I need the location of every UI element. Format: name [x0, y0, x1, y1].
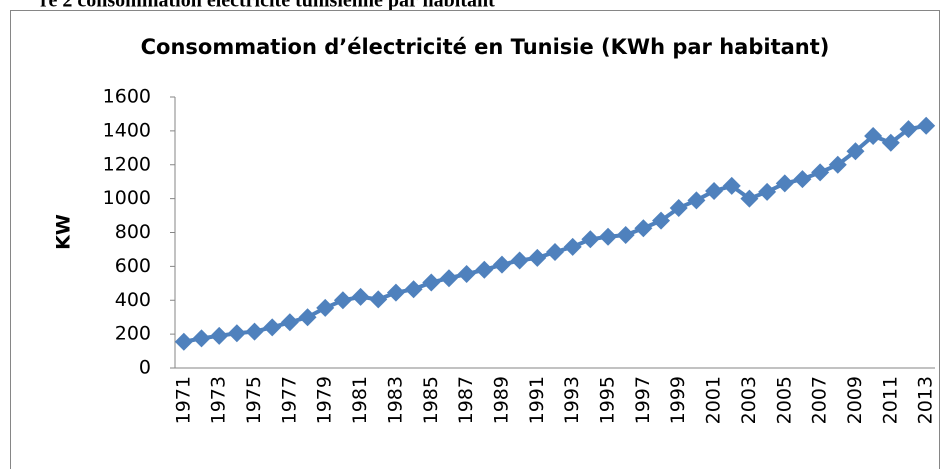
x-tick-label: 2009 [844, 376, 866, 424]
marker [546, 242, 564, 261]
marker [581, 230, 600, 249]
line [183, 123, 927, 344]
x-tick-label: 2011 [879, 376, 901, 424]
y-tick-label: 1400 [103, 119, 151, 141]
marker [245, 322, 264, 341]
marker [775, 174, 794, 193]
marker [386, 283, 405, 302]
x-tick-label: 1999 [667, 376, 689, 424]
x-tick-label: 1989 [490, 376, 512, 424]
marker [528, 248, 547, 267]
x-tick-label: 2001 [703, 376, 725, 424]
marker [758, 182, 777, 201]
x-tick-label: 1987 [455, 376, 477, 424]
chart-frame [10, 10, 940, 469]
marker [740, 189, 759, 208]
marker [439, 269, 458, 288]
marker [351, 287, 370, 306]
x-tick-label: 1975 [243, 376, 265, 424]
chart-title: Consommation d’électricité en Tunisie (K… [141, 35, 830, 59]
x-tick-label: 1983 [384, 376, 406, 424]
x-tick-label: 1971 [172, 376, 194, 424]
marker [457, 264, 476, 283]
marker [298, 308, 317, 327]
marker [492, 255, 511, 274]
caption: re 2 consommation électricité tunisienne… [40, 0, 495, 12]
marker [563, 237, 582, 256]
x-tick-label: 1985 [420, 376, 442, 424]
y-tick-label: 1200 [103, 153, 151, 175]
marker [422, 273, 441, 292]
y-tick-label: 800 [115, 221, 151, 243]
x-tick-label: 1973 [208, 376, 230, 424]
marker [280, 313, 299, 332]
marker [510, 251, 529, 270]
marker [811, 163, 830, 182]
marker [210, 326, 229, 345]
marker [652, 211, 671, 230]
x-tick-label: 1995 [597, 376, 619, 424]
x-tick-label: 2013 [915, 376, 937, 424]
marker [333, 291, 352, 310]
marker [174, 332, 193, 351]
marker [475, 260, 494, 279]
x-tick-label: 2005 [773, 376, 795, 424]
marker [705, 182, 724, 201]
y-tick-label: 1000 [103, 187, 151, 209]
x-tick-label: 1997 [632, 376, 654, 424]
marker [669, 198, 688, 217]
x-tick-label: 1977 [278, 376, 300, 424]
x-tick-label: 1979 [314, 376, 336, 424]
marker [917, 116, 936, 135]
marker [369, 290, 388, 309]
marker [634, 219, 653, 238]
y-axis-label: KW [53, 214, 75, 250]
x-tick-label: 1981 [349, 376, 371, 424]
y-tick-label: 600 [115, 255, 151, 277]
y-tick-label: 400 [115, 289, 151, 311]
marker [864, 126, 883, 145]
x-tick-label: 2003 [738, 376, 760, 424]
x-tick-label: 2007 [809, 376, 831, 424]
marker [899, 120, 918, 139]
marker [227, 324, 246, 343]
marker [722, 176, 741, 195]
marker [599, 227, 618, 246]
y-tick-label: 1600 [103, 86, 151, 108]
marker [404, 280, 423, 299]
x-tick-label: 1993 [561, 376, 583, 424]
marker [846, 142, 865, 161]
marker [616, 226, 635, 245]
marker [687, 191, 706, 210]
y-tick-label: 200 [115, 323, 151, 345]
marker [793, 170, 812, 189]
y-tick-label: 0 [139, 357, 151, 379]
marker [192, 329, 211, 348]
marker [316, 298, 335, 317]
x-tick-label: 1991 [526, 376, 548, 424]
marker [828, 155, 847, 174]
marker [881, 133, 900, 152]
marker [263, 318, 282, 337]
